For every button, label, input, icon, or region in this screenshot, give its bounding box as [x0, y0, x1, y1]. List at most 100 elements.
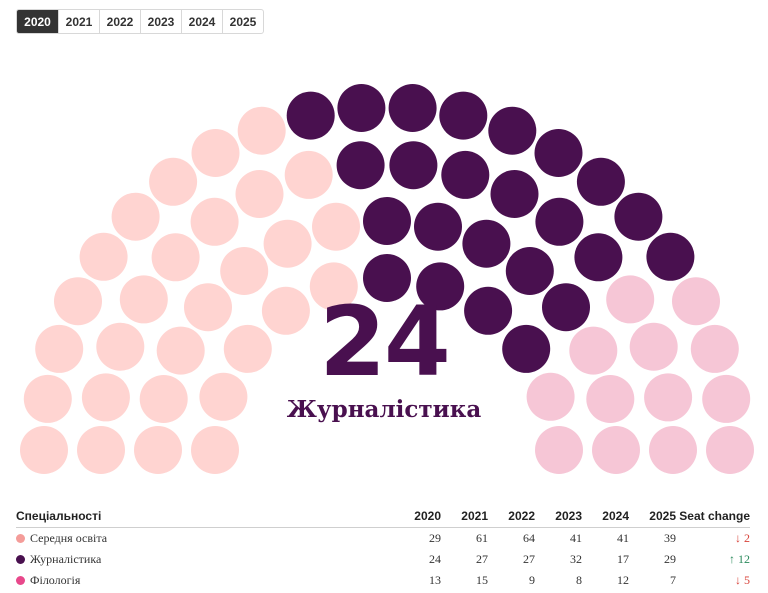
- table-row: Філологія 13 15 9 8 12 7 ↓ 5: [16, 570, 750, 591]
- seat-zhurnalistyka: [286, 91, 335, 140]
- seat-change-value: 5: [744, 573, 750, 587]
- seat-serednia-osvita: [139, 375, 188, 423]
- seat-serednia-osvita: [184, 283, 232, 332]
- column-header-year: 2020: [394, 505, 441, 528]
- seat-table: Спеціальності 2020 2021 2022 2023 2024 2025 Se…: [16, 505, 750, 591]
- seat-serednia-osvita: [191, 426, 239, 474]
- table-row: Середня освіта 29 61 64 41 41 39 ↓ 2: [16, 528, 750, 550]
- parliament-chart: [20, 84, 754, 474]
- seat-serednia-osvita: [54, 277, 102, 326]
- table-cell: 9: [529, 573, 535, 587]
- seat-zhurnalistyka: [488, 106, 537, 155]
- seat-zhurnalistyka: [416, 262, 465, 311]
- seat-serednia-osvita: [220, 247, 269, 295]
- tab-year-2022[interactable]: 2022: [99, 10, 140, 33]
- tab-year-2023[interactable]: 2023: [140, 10, 181, 33]
- seat-filolohiia: [706, 426, 754, 474]
- seat-change-cell: ↓ 5: [676, 570, 750, 591]
- seat-filolohiia: [606, 275, 655, 324]
- column-header-year: 2022: [488, 505, 535, 528]
- tab-year-2020[interactable]: 2020: [17, 10, 58, 33]
- tab-year-2025[interactable]: 2025: [222, 10, 263, 33]
- seat-serednia-osvita: [237, 106, 286, 155]
- seat-change-value: 2: [744, 531, 750, 545]
- table-cell: 32: [570, 552, 582, 566]
- arrow-down-icon: ↓: [735, 531, 741, 545]
- seat-serednia-osvita: [284, 150, 333, 199]
- table-cell: 39: [664, 531, 676, 545]
- table-cell: 29: [429, 531, 441, 545]
- tab-year-2021[interactable]: 2021: [58, 10, 99, 33]
- seat-zhurnalistyka: [534, 129, 583, 177]
- seat-change-cell: ↑ 12: [676, 549, 750, 570]
- seat-zhurnalistyka: [502, 324, 551, 373]
- tab-year-2024[interactable]: 2024: [181, 10, 222, 33]
- seat-zhurnalistyka: [505, 247, 554, 295]
- table-header-row: Спеціальності 2020 2021 2022 2023 2024 2025 Se…: [16, 505, 750, 528]
- legend-dot: [16, 555, 25, 564]
- seat-zhurnalistyka: [576, 157, 625, 206]
- table-cell: 7: [670, 573, 676, 587]
- row-label: Журналістика: [16, 549, 394, 570]
- seat-filolohiia: [535, 426, 583, 474]
- legend-dot: [16, 576, 25, 585]
- seat-serednia-osvita: [81, 373, 130, 422]
- seat-serednia-osvita: [199, 372, 248, 421]
- seat-zhurnalistyka: [441, 150, 490, 199]
- seat-serednia-osvita: [312, 202, 360, 251]
- seat-serednia-osvita: [309, 262, 358, 311]
- table-cell: 15: [476, 573, 488, 587]
- seat-zhurnalistyka: [363, 197, 411, 245]
- seat-serednia-osvita: [35, 324, 84, 373]
- column-header-year: 2024: [582, 505, 629, 528]
- seat-filolohiia: [569, 326, 618, 375]
- column-header-year: 2023: [535, 505, 582, 528]
- seat-filolohiia: [672, 277, 720, 326]
- seat-zhurnalistyka: [389, 141, 438, 190]
- seat-zhurnalistyka: [614, 192, 663, 241]
- table-cell: 41: [617, 531, 629, 545]
- series-name: Середня освіта: [30, 531, 108, 545]
- table-cell: 29: [664, 552, 676, 566]
- seat-serednia-osvita: [261, 286, 310, 335]
- seat-zhurnalistyka: [414, 202, 462, 251]
- highlight-seat-count: 24: [319, 286, 451, 398]
- seat-serednia-osvita: [235, 170, 284, 218]
- table-cell: 27: [523, 552, 535, 566]
- seat-serednia-osvita: [223, 324, 272, 373]
- table-cell: 41: [570, 531, 582, 545]
- table-cell: 12: [617, 573, 629, 587]
- seat-zhurnalistyka: [337, 84, 386, 132]
- table-cell: 8: [576, 573, 582, 587]
- year-tabs: 2020 2021 2022 2023 2024 2025: [16, 9, 264, 34]
- legend-dot: [16, 534, 25, 543]
- arrow-up-icon: ↑: [729, 552, 735, 566]
- seat-zhurnalistyka: [535, 197, 584, 246]
- seat-zhurnalistyka: [574, 233, 623, 282]
- seat-serednia-osvita: [156, 326, 205, 375]
- seat-serednia-osvita: [190, 197, 239, 246]
- seat-zhurnalistyka: [542, 283, 590, 332]
- seat-zhurnalistyka: [646, 232, 695, 281]
- seat-zhurnalistyka: [490, 170, 539, 218]
- seat-filolohiia: [526, 372, 575, 421]
- seat-serednia-osvita: [20, 426, 68, 474]
- seat-serednia-osvita: [119, 275, 168, 324]
- seat-serednia-osvita: [151, 233, 200, 282]
- seat-filolohiia: [690, 324, 739, 373]
- seat-zhurnalistyka: [363, 254, 411, 302]
- column-header-seat-change: Seat change: [676, 505, 750, 528]
- seat-change-cell: ↓ 2: [676, 528, 750, 550]
- seat-serednia-osvita: [96, 322, 145, 371]
- table-row: Журналістика 24 27 27 32 17 29 ↑ 12: [16, 549, 750, 570]
- row-label: Середня освіта: [16, 528, 394, 550]
- seat-serednia-osvita: [149, 157, 198, 206]
- seat-filolohiia: [586, 375, 635, 423]
- seat-serednia-osvita: [79, 232, 128, 281]
- table-cell: 13: [429, 573, 441, 587]
- seat-zhurnalistyka: [464, 286, 513, 335]
- table-cell: 24: [429, 552, 441, 566]
- table-cell: 61: [476, 531, 488, 545]
- seat-zhurnalistyka: [388, 84, 437, 132]
- series-name: Журналістика: [30, 552, 102, 566]
